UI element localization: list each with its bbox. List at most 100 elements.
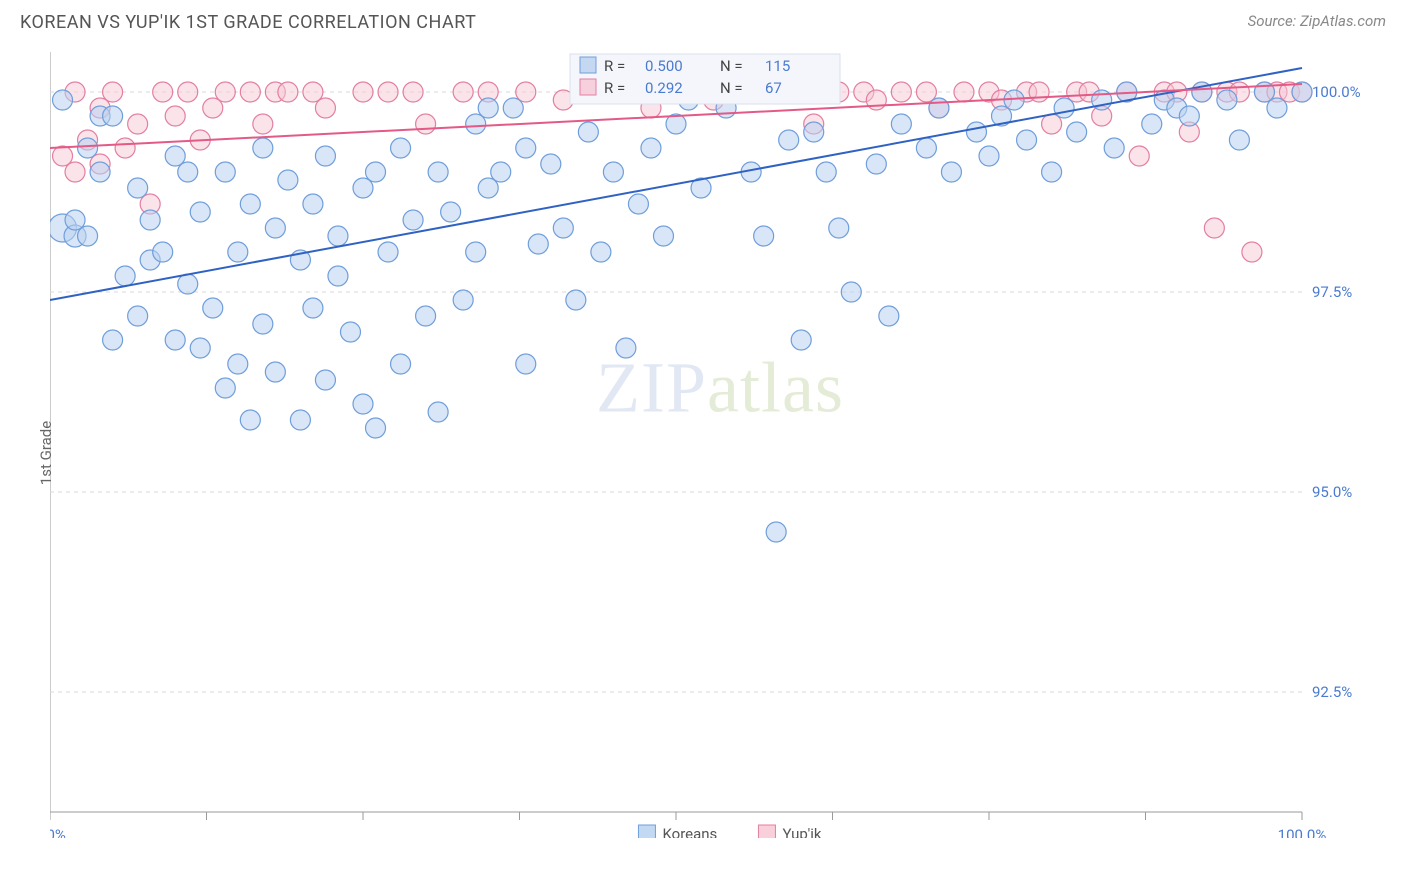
legend-n-value: 67 <box>765 79 782 97</box>
data-point <box>1142 114 1162 134</box>
legend-r-label: R = <box>604 57 625 75</box>
data-point <box>165 330 185 350</box>
data-point <box>253 114 273 134</box>
data-point <box>829 218 849 238</box>
data-point <box>340 322 360 342</box>
data-point <box>879 306 899 326</box>
data-point <box>1179 106 1199 126</box>
data-point <box>403 82 423 102</box>
data-point <box>1204 218 1224 238</box>
data-point <box>1104 138 1124 158</box>
data-point <box>503 98 523 118</box>
data-point <box>603 162 623 182</box>
data-point <box>353 394 373 414</box>
data-point <box>278 82 298 102</box>
data-point <box>428 402 448 422</box>
data-point <box>616 338 636 358</box>
data-point <box>140 210 160 230</box>
data-point <box>453 82 473 102</box>
source-label: Source: <box>1248 12 1297 30</box>
data-point <box>979 146 999 166</box>
data-point <box>253 138 273 158</box>
legend-r-value: 0.500 <box>645 57 683 75</box>
data-point <box>1029 82 1049 102</box>
y-tick-label: 97.5% <box>1312 283 1352 301</box>
data-point <box>53 90 73 110</box>
data-point <box>628 194 648 214</box>
source-credit: Source: ZipAtlas.com <box>1248 12 1386 30</box>
data-point <box>290 410 310 430</box>
data-point <box>178 82 198 102</box>
data-point <box>416 114 436 134</box>
data-point <box>516 138 536 158</box>
data-point <box>190 338 210 358</box>
data-point <box>1054 98 1074 118</box>
data-point <box>78 226 98 246</box>
data-point <box>153 82 173 102</box>
data-point <box>178 274 198 294</box>
data-point <box>528 234 548 254</box>
data-point <box>641 138 661 158</box>
legend-swatch <box>580 57 596 73</box>
data-point <box>653 226 673 246</box>
y-axis-label: 1st Grade <box>37 421 55 485</box>
data-point <box>228 354 248 374</box>
data-point <box>441 202 461 222</box>
data-point <box>153 242 173 262</box>
data-point <box>966 122 986 142</box>
data-point <box>391 138 411 158</box>
data-point <box>916 138 936 158</box>
data-point <box>1229 130 1249 150</box>
legend-n-label: N = <box>720 57 743 75</box>
data-point <box>78 138 98 158</box>
data-point <box>1242 242 1262 262</box>
data-point <box>403 210 423 230</box>
chart-area: 1st Grade 92.5%95.0%97.5%100.0%0.0%100.0… <box>50 48 1390 858</box>
data-point <box>891 82 911 102</box>
data-point <box>253 314 273 334</box>
data-point <box>578 122 598 142</box>
legend-r-value: 0.292 <box>645 79 683 97</box>
data-point <box>941 162 961 182</box>
data-point <box>265 218 285 238</box>
data-point <box>240 194 260 214</box>
data-point <box>228 242 248 262</box>
data-point <box>215 378 235 398</box>
data-point <box>103 82 123 102</box>
data-point <box>491 162 511 182</box>
data-point <box>178 162 198 182</box>
data-point <box>591 242 611 262</box>
data-point <box>315 98 335 118</box>
data-point <box>804 122 824 142</box>
data-point <box>416 306 436 326</box>
data-point <box>478 98 498 118</box>
data-point <box>215 162 235 182</box>
scatter-plot: 92.5%95.0%97.5%100.0%0.0%100.0%R =0.500N… <box>50 48 1390 838</box>
data-point <box>278 170 298 190</box>
data-point <box>353 82 373 102</box>
data-point <box>366 418 386 438</box>
x-tick-label: 0.0% <box>50 826 66 838</box>
data-point <box>453 290 473 310</box>
data-point <box>190 202 210 222</box>
data-point <box>203 298 223 318</box>
data-point <box>328 226 348 246</box>
data-point <box>754 226 774 246</box>
x-tick-label: 100.0% <box>1278 826 1327 838</box>
data-point <box>378 82 398 102</box>
y-tick-label: 100.0% <box>1312 83 1361 101</box>
data-point <box>553 218 573 238</box>
data-point <box>816 162 836 182</box>
data-point <box>1217 90 1237 110</box>
series-legend-swatch <box>758 825 775 838</box>
data-point <box>328 266 348 286</box>
data-point <box>1267 98 1287 118</box>
data-point <box>240 82 260 102</box>
data-point <box>378 242 398 262</box>
data-point <box>1129 146 1149 166</box>
series-legend-label: Koreans <box>662 825 717 838</box>
data-point <box>240 410 260 430</box>
data-point <box>1042 162 1062 182</box>
data-point <box>954 82 974 102</box>
legend-n-label: N = <box>720 79 743 97</box>
